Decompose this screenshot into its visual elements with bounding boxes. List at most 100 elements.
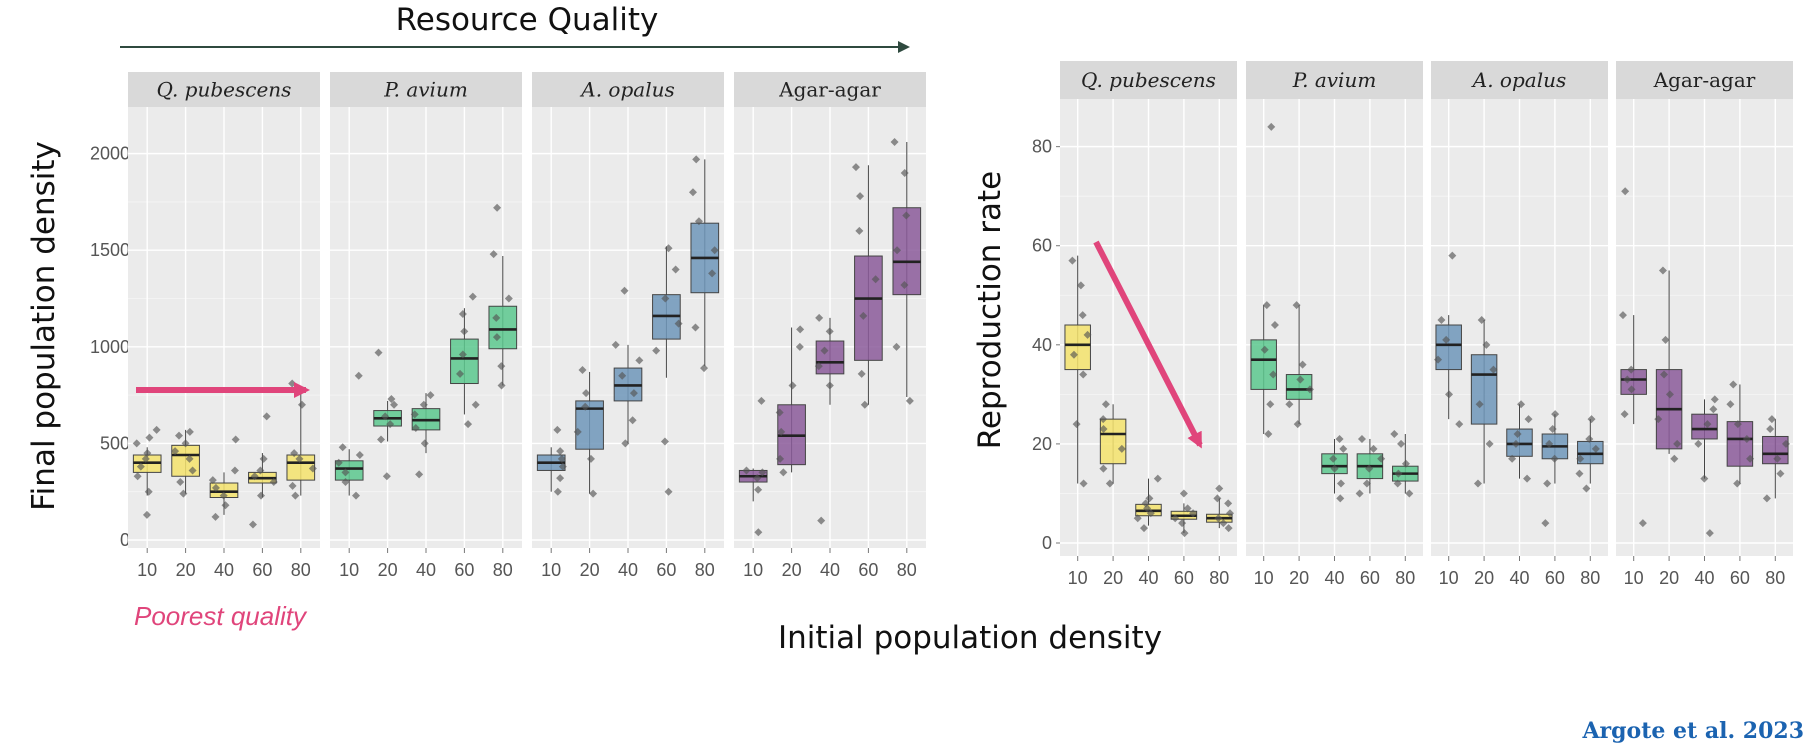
right-panel-1: Q. pubescens 10 20 40 60 80 xyxy=(1060,61,1237,588)
data-point xyxy=(1638,519,1647,528)
xtick-label: 20 xyxy=(1474,568,1494,588)
xtick-label: 20 xyxy=(580,560,600,580)
data-point xyxy=(1620,410,1629,419)
data-point xyxy=(1076,281,1085,290)
box-body xyxy=(1691,413,1718,440)
data-point xyxy=(1654,415,1663,424)
data-point xyxy=(1709,405,1718,414)
data-point xyxy=(694,217,703,226)
xtick-label: 10 xyxy=(1624,568,1644,588)
data-point xyxy=(754,485,763,494)
data-point xyxy=(1079,479,1088,488)
data-point xyxy=(1105,479,1114,488)
data-point xyxy=(1069,350,1078,359)
data-point xyxy=(1226,509,1235,518)
data-point xyxy=(1296,375,1305,384)
data-point xyxy=(860,400,869,409)
data-point xyxy=(1401,459,1410,468)
xtick-label: 60 xyxy=(1360,568,1380,588)
box-20 xyxy=(171,427,200,498)
xtick-label: 10 xyxy=(1068,568,1088,588)
data-point xyxy=(497,362,506,371)
data-point xyxy=(754,528,763,537)
left-panel-2: P. avium 10 20 40 60 80 xyxy=(330,72,522,580)
data-point xyxy=(1393,479,1402,488)
data-point xyxy=(185,427,194,436)
data-point xyxy=(1179,489,1188,498)
data-point xyxy=(1621,187,1630,196)
box-body xyxy=(450,338,479,385)
right-panel-4: Agar-agar 10 20 40 60 80 xyxy=(1616,61,1793,588)
data-point xyxy=(1773,454,1782,463)
box-10 xyxy=(1250,122,1279,438)
data-point xyxy=(387,394,396,403)
data-point xyxy=(1178,519,1187,528)
data-point xyxy=(1269,370,1278,379)
box-60 xyxy=(450,292,480,429)
data-point xyxy=(504,294,513,303)
box-40 xyxy=(1321,434,1348,503)
data-point xyxy=(1298,360,1307,369)
data-point xyxy=(1153,474,1162,483)
box-80 xyxy=(488,203,518,390)
xtick-label: 80 xyxy=(1209,568,1229,588)
data-point xyxy=(419,400,428,409)
data-point xyxy=(185,454,194,463)
data-point xyxy=(1477,316,1486,325)
data-point xyxy=(1618,311,1627,320)
data-point xyxy=(1434,355,1443,364)
xtick-label: 80 xyxy=(1580,568,1600,588)
xtick-label: 40 xyxy=(820,560,840,580)
data-point xyxy=(143,449,152,458)
data-point xyxy=(1545,439,1554,448)
data-point xyxy=(1781,439,1790,448)
data-point xyxy=(377,435,386,444)
data-point xyxy=(1729,380,1738,389)
data-point xyxy=(1482,340,1491,349)
data-point xyxy=(1700,474,1709,483)
xtick-label: 60 xyxy=(656,560,676,580)
data-point xyxy=(1213,494,1222,503)
box-20 xyxy=(573,366,604,498)
data-point xyxy=(1742,434,1751,443)
xtick-label: 60 xyxy=(858,560,878,580)
data-point xyxy=(1377,454,1386,463)
data-point xyxy=(1517,400,1526,409)
xtick-label: 10 xyxy=(339,560,359,580)
data-point xyxy=(851,163,860,172)
data-point xyxy=(351,491,360,500)
box-10 xyxy=(738,396,768,537)
data-point xyxy=(664,244,673,253)
data-point xyxy=(1437,316,1446,325)
data-point xyxy=(1099,425,1108,434)
panel-strip xyxy=(128,72,320,107)
data-point xyxy=(1524,415,1533,424)
data-point xyxy=(825,327,834,336)
left-ytick-label: 0 xyxy=(120,530,130,550)
panel-strip-label: P. avium xyxy=(1292,68,1377,92)
left-ytick-label: 1000 xyxy=(90,337,130,357)
data-point xyxy=(420,439,429,448)
data-point xyxy=(1267,122,1276,131)
data-point xyxy=(1365,464,1374,473)
box-20 xyxy=(1285,301,1314,429)
right-ytick-label: 60 xyxy=(1032,236,1052,256)
box-body xyxy=(334,460,364,481)
data-point xyxy=(1543,479,1552,488)
data-point xyxy=(308,464,317,473)
xtick-label: 20 xyxy=(176,560,196,580)
data-point xyxy=(1767,415,1776,424)
data-point xyxy=(902,211,911,220)
data-point xyxy=(341,478,350,487)
xtick-label: 40 xyxy=(618,560,638,580)
box-60 xyxy=(1541,410,1569,528)
data-point xyxy=(1140,524,1149,533)
data-point xyxy=(1703,420,1712,429)
data-point xyxy=(674,319,683,328)
box-40 xyxy=(208,435,240,521)
decline-arrow xyxy=(1093,240,1203,449)
xtick-label: 60 xyxy=(1730,568,1750,588)
data-point xyxy=(136,462,145,471)
xtick-label: 40 xyxy=(1324,568,1344,588)
